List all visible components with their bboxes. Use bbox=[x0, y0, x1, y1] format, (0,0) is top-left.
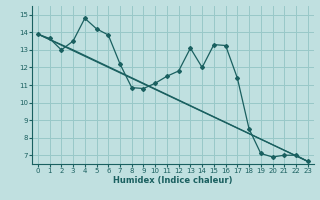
X-axis label: Humidex (Indice chaleur): Humidex (Indice chaleur) bbox=[113, 176, 233, 185]
